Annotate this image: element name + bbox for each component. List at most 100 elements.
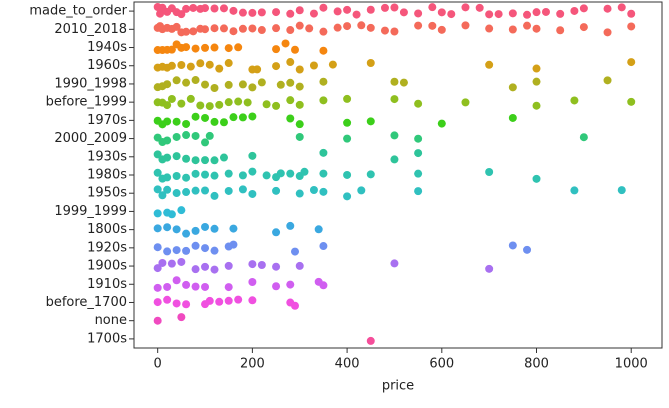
point <box>224 169 233 178</box>
point <box>163 185 172 194</box>
point <box>248 167 257 176</box>
point <box>257 260 266 269</box>
point <box>343 5 352 14</box>
point <box>153 185 162 194</box>
point <box>210 224 219 233</box>
point <box>428 3 437 12</box>
point <box>262 171 271 180</box>
point <box>201 156 210 165</box>
point <box>210 84 219 93</box>
point <box>238 171 247 180</box>
point <box>182 246 191 255</box>
point <box>153 150 162 159</box>
point <box>272 186 281 195</box>
point <box>556 26 565 35</box>
y-tick-label: none <box>95 313 127 328</box>
point <box>158 258 167 267</box>
point <box>153 209 162 218</box>
y-tick-label: 1940s <box>87 40 127 55</box>
point <box>224 44 233 53</box>
point <box>532 64 541 73</box>
point <box>286 58 295 67</box>
point <box>210 24 219 33</box>
point <box>343 192 352 201</box>
point <box>172 246 181 255</box>
point <box>153 283 162 292</box>
point <box>248 83 257 92</box>
point <box>617 186 626 195</box>
point <box>286 221 295 230</box>
point <box>191 112 200 121</box>
x-axis-label: price <box>382 379 414 394</box>
x-tick-label: 400 <box>335 357 360 372</box>
point <box>603 76 612 85</box>
point <box>191 186 200 195</box>
point <box>262 100 271 109</box>
point <box>224 283 233 292</box>
point <box>215 64 224 73</box>
point <box>153 224 162 233</box>
point <box>286 280 295 289</box>
point <box>357 21 366 30</box>
point <box>295 82 304 91</box>
point <box>257 8 266 17</box>
point <box>272 62 281 71</box>
point <box>272 24 281 33</box>
y-tick-label: 1980s <box>87 168 127 183</box>
point <box>291 45 300 54</box>
point <box>399 8 408 17</box>
point <box>182 280 191 289</box>
x-tick-label: 0 <box>154 357 162 372</box>
y-tick-label: 1970s <box>87 113 127 128</box>
point <box>177 10 186 19</box>
point <box>229 6 238 15</box>
point <box>177 313 186 322</box>
point <box>191 76 200 85</box>
y-tick-label: 1960s <box>87 58 127 73</box>
point <box>172 22 181 31</box>
point <box>172 189 181 198</box>
point <box>319 27 328 36</box>
point <box>163 295 172 304</box>
x-tick-label: 800 <box>524 357 549 372</box>
point <box>191 156 200 165</box>
point <box>191 226 200 235</box>
point <box>248 8 257 17</box>
point <box>219 4 228 13</box>
point <box>238 8 247 17</box>
point <box>319 169 328 178</box>
point <box>163 136 172 145</box>
point <box>167 259 176 268</box>
point <box>215 100 224 109</box>
point <box>414 99 423 108</box>
y-tick-label: 1900s <box>87 259 127 274</box>
point <box>153 316 162 325</box>
point <box>532 101 541 110</box>
point <box>390 155 399 164</box>
point <box>319 242 328 251</box>
y-tick-label: 1999_1999 <box>54 204 127 219</box>
point <box>234 295 243 304</box>
point <box>461 3 470 12</box>
point <box>210 43 219 52</box>
point <box>494 10 503 19</box>
point <box>305 24 314 33</box>
x-tick-label: 200 <box>240 357 265 372</box>
point <box>390 259 399 268</box>
y-tick-label: 1990_1998 <box>54 76 127 91</box>
y-tick-label: 1910s <box>87 277 127 292</box>
point <box>319 96 328 105</box>
point <box>201 43 210 52</box>
point <box>153 264 162 273</box>
point <box>343 22 352 31</box>
point <box>182 27 191 36</box>
point <box>172 76 181 85</box>
point <box>153 168 162 177</box>
point <box>205 296 214 305</box>
point <box>201 262 210 271</box>
point <box>352 10 361 19</box>
point <box>295 189 304 198</box>
y-tick-label: 1920s <box>87 240 127 255</box>
x-tick-label: 1000 <box>615 357 648 372</box>
y-tick-label: 2010_2018 <box>54 22 127 37</box>
